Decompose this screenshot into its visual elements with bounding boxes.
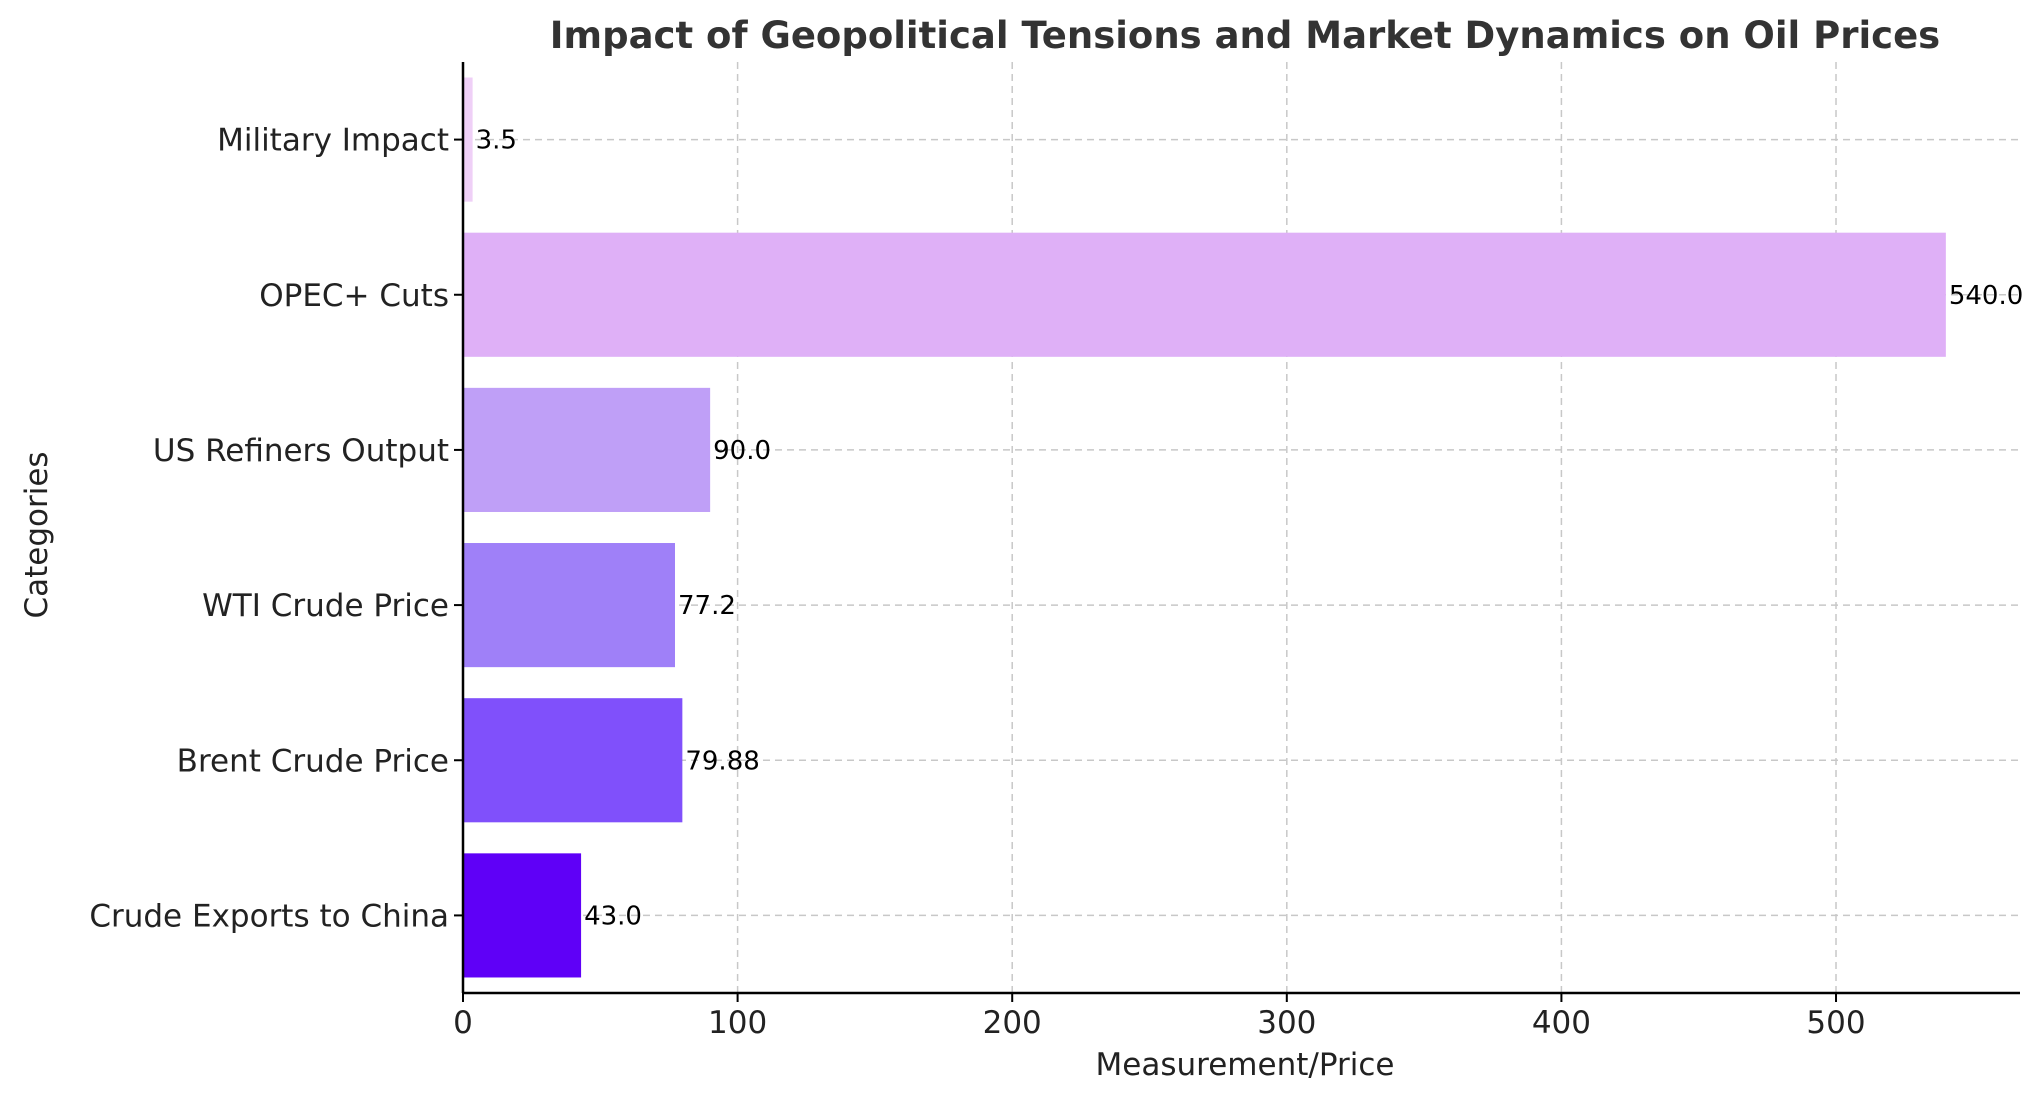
data-label-0: 43.0	[584, 901, 642, 931]
chart-title: Impact of Geopolitical Tensions and Mark…	[550, 14, 1940, 57]
axes	[454, 62, 2020, 1002]
bar-3	[463, 387, 711, 512]
data-label-3: 90.0	[713, 436, 771, 466]
y-tick-label-5: Military Impact	[217, 123, 449, 159]
data-label-2: 77.2	[678, 591, 736, 621]
data-label-5: 3.5	[476, 126, 517, 156]
bar-1	[463, 698, 683, 823]
x-tick-label-0: 0	[453, 1005, 473, 1041]
x-tick-label-5: 500	[1806, 1005, 1865, 1041]
x-tick-label-2: 200	[983, 1005, 1042, 1041]
y-axis-label: Categories	[19, 451, 55, 618]
x-tick-label-1: 100	[708, 1005, 767, 1041]
labels: 43.0 79.88 77.2 90.0 540.0 3.5 0 100 200 300 400 50…	[89, 123, 2023, 1041]
x-axis-label: Measurement/Price	[1096, 1047, 1395, 1083]
y-tick-label-4: OPEC+ Cuts	[259, 278, 449, 314]
y-tick-label-0: Crude Exports to China	[89, 898, 449, 934]
bar-2	[463, 543, 675, 668]
bar-4	[463, 232, 1946, 357]
grid	[462, 62, 2020, 993]
bar-5	[463, 77, 473, 202]
bars	[463, 77, 1946, 978]
x-tick-label-4: 400	[1532, 1005, 1591, 1041]
y-tick-label-3: US Refiners Output	[153, 433, 449, 469]
bar-0	[463, 853, 582, 978]
y-tick-label-2: WTI Crude Price	[202, 588, 449, 624]
data-label-4: 540.0	[1949, 281, 2023, 311]
y-tick-label-1: Brent Crude Price	[177, 743, 449, 779]
data-label-1: 79.88	[685, 746, 759, 776]
x-tick-label-3: 300	[1257, 1005, 1316, 1041]
